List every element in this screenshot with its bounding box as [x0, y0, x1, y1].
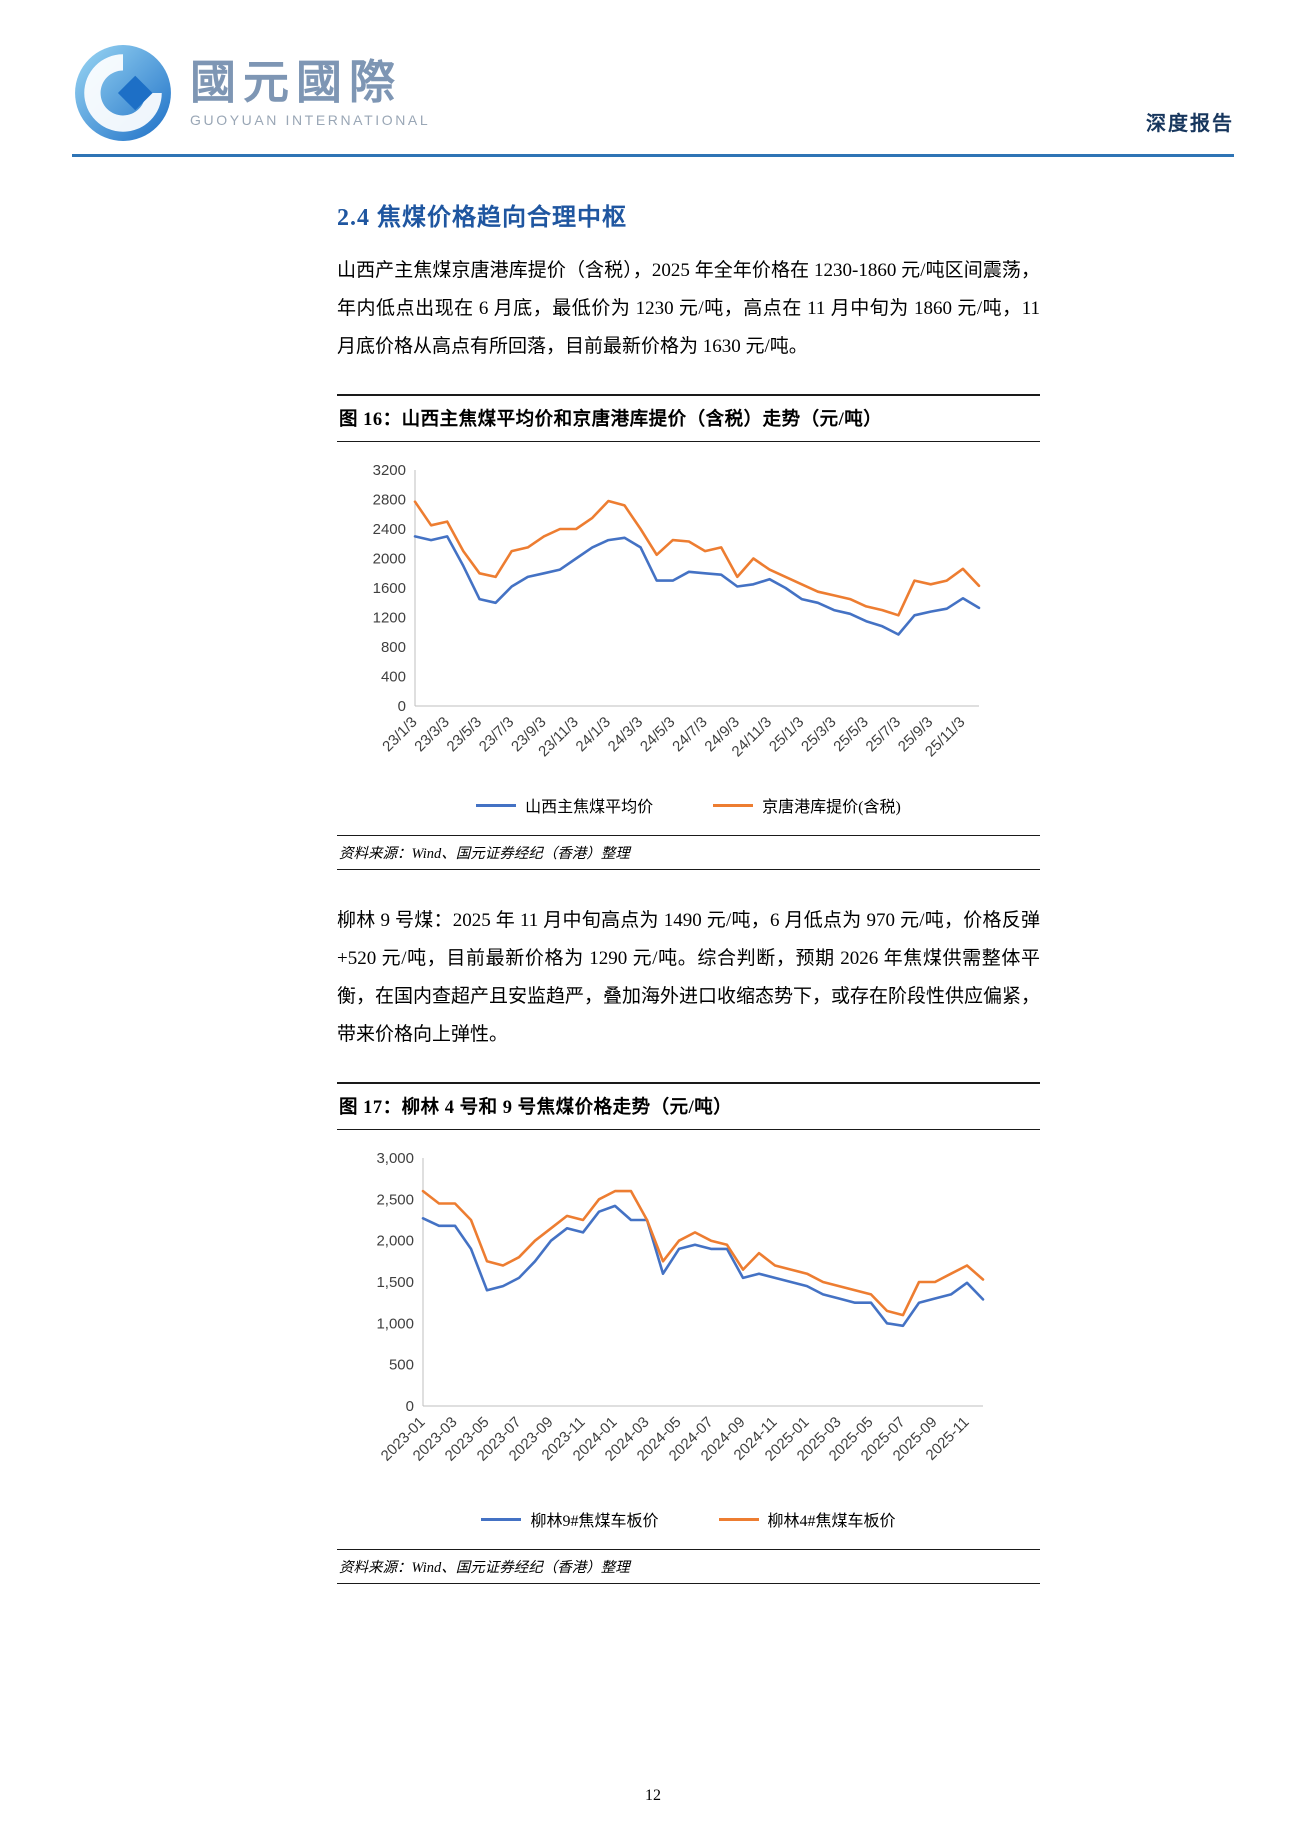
svg-text:0: 0	[397, 698, 405, 715]
legend-label: 柳林4#焦煤车板价	[767, 1513, 896, 1530]
figure-16-line-chart: 0 400 800 1200 1600 2000 2400 2800 3200 23/1/3 23/…	[359, 456, 1019, 793]
legend-item: 柳林4#焦煤车板价	[718, 1507, 896, 1531]
figure-17: 图 17：柳林 4 号和 9 号焦煤价格走势（元/吨） 0 500 1,000 1,5…	[337, 1082, 1040, 1584]
svg-text:1200: 1200	[372, 610, 405, 627]
page-header: 國元國際 GUOYUAN INTERNATIONAL 深度报告	[72, 42, 1234, 144]
report-body: 2.4 焦煤价格趋向合理中枢 山西产主焦煤京唐港库提价（含税），2025 年全年…	[337, 197, 1040, 1584]
svg-text:1,000: 1,000	[376, 1315, 414, 1332]
legend-key-swatch	[481, 1517, 522, 1521]
legend-key-swatch	[476, 803, 517, 807]
legend-item: 柳林9#焦煤车板价	[481, 1507, 659, 1531]
svg-text:24/3/3: 24/3/3	[604, 714, 646, 756]
legend-label: 京唐港库提价(含税)	[762, 799, 901, 816]
figure-16: 图 16：山西主焦煤平均价和京唐港库提价（含税）走势（元/吨） 0 400 800 1…	[337, 394, 1040, 870]
figure-16-title: 图 16：山西主焦煤平均价和京唐港库提价（含税）走势（元/吨）	[337, 394, 1040, 442]
legend-label: 山西主焦煤平均价	[525, 799, 654, 816]
paragraph-coal-price: 山西产主焦煤京唐港库提价（含税），2025 年全年价格在 1230-1860 元…	[337, 260, 1040, 357]
svg-text:25/3/3: 25/3/3	[798, 714, 840, 756]
brand: 國元國際 GUOYUAN INTERNATIONAL	[72, 42, 430, 144]
source-note: 资料来源：Wind、国元证券经纪（香港）整理	[339, 846, 630, 862]
brand-text: 國元國際 GUOYUAN INTERNATIONAL	[190, 58, 430, 128]
svg-text:2,000: 2,000	[376, 1233, 414, 1250]
source-note: 资料来源：Wind、国元证券经纪（香港）整理	[339, 1560, 630, 1576]
brand-name-cn: 國元國際	[190, 57, 402, 109]
figure-17-body: 0 500 1,000 1,500 2,000 2,500 3,000 2023-01 2023…	[337, 1130, 1040, 1549]
figure-17-source: 资料来源：Wind、国元证券经纪（香港）整理	[337, 1549, 1040, 1584]
figure-17-line-chart: 0 500 1,000 1,500 2,000 2,500 3,000 2023-01 2023…	[359, 1144, 1019, 1507]
figure-16-legend: 山西主焦煤平均价 京唐港库提价(含税)	[337, 793, 1040, 817]
guoyuan-logo-icon	[75, 45, 171, 141]
svg-text:400: 400	[380, 669, 405, 686]
page-footer: 12	[0, 1787, 1306, 1805]
legend-key-swatch	[713, 803, 754, 807]
svg-text:2000: 2000	[372, 551, 405, 568]
svg-text:1,500: 1,500	[376, 1274, 414, 1291]
svg-text:25/5/3: 25/5/3	[830, 714, 872, 756]
svg-text:23/3/3: 23/3/3	[411, 714, 453, 756]
page-number: 12	[645, 1787, 661, 1804]
svg-text:2,500: 2,500	[376, 1191, 414, 1208]
svg-text:23/5/3: 23/5/3	[443, 714, 485, 756]
svg-text:2800: 2800	[372, 492, 405, 509]
header-divider	[72, 154, 1234, 157]
svg-text:24/1/3: 24/1/3	[572, 714, 614, 756]
svg-text:3200: 3200	[372, 462, 405, 479]
legend-item: 山西主焦煤平均价	[476, 793, 653, 817]
svg-text:24/7/3: 24/7/3	[669, 714, 711, 756]
svg-text:25/1/3: 25/1/3	[765, 714, 807, 756]
report-type-label: 深度报告	[1146, 113, 1234, 135]
legend-label: 柳林9#焦煤车板价	[530, 1513, 659, 1530]
svg-text:500: 500	[388, 1357, 413, 1374]
legend-item: 京唐港库提价(含税)	[713, 793, 901, 817]
svg-text:2400: 2400	[372, 521, 405, 538]
section-title: 2.4 焦煤价格趋向合理中枢	[337, 205, 627, 231]
svg-text:3,000: 3,000	[376, 1150, 414, 1167]
figure-17-title: 图 17：柳林 4 号和 9 号焦煤价格走势（元/吨）	[337, 1082, 1040, 1130]
legend-key-swatch	[718, 1517, 759, 1521]
figure-17-legend: 柳林9#焦煤车板价 柳林4#焦煤车板价	[337, 1507, 1040, 1531]
svg-text:23/1/3: 23/1/3	[379, 714, 421, 756]
svg-text:0: 0	[405, 1398, 413, 1415]
svg-text:23/7/3: 23/7/3	[475, 714, 517, 756]
figure-16-source: 资料来源：Wind、国元证券经纪（香港）整理	[337, 835, 1040, 870]
svg-text:25/7/3: 25/7/3	[862, 714, 904, 756]
brand-name-en: GUOYUAN INTERNATIONAL	[190, 111, 431, 128]
paragraph-liulin-coal: 柳林 9 号煤：2025 年 11 月中旬高点为 1490 元/吨，6 月低点为…	[337, 910, 1041, 1045]
svg-text:24/5/3: 24/5/3	[636, 714, 678, 756]
svg-text:800: 800	[380, 639, 405, 656]
figure-16-body: 0 400 800 1200 1600 2000 2400 2800 3200 23/1/3 23/…	[337, 442, 1040, 835]
svg-text:1600: 1600	[372, 580, 405, 597]
